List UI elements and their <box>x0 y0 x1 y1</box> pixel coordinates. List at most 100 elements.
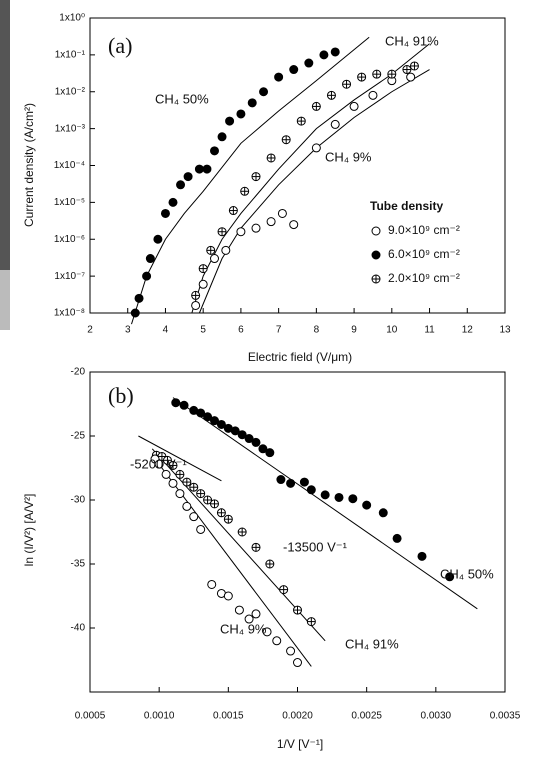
point-shape <box>251 609 261 619</box>
point <box>311 143 321 153</box>
point <box>191 300 201 310</box>
fit-line <box>138 435 222 482</box>
point <box>258 444 268 454</box>
point <box>175 489 185 499</box>
point-shape <box>223 591 233 601</box>
point-shape <box>319 50 329 60</box>
point <box>183 172 193 182</box>
point-shape <box>392 533 402 543</box>
annotation: (a) <box>108 33 132 58</box>
point <box>342 79 352 89</box>
point <box>196 489 206 499</box>
point <box>262 627 272 637</box>
cropped-photo <box>0 0 10 270</box>
annotation: (b) <box>108 383 134 408</box>
x-tick-label: 0.0030 <box>421 711 452 722</box>
cropped-photo <box>0 270 10 330</box>
point-shape <box>330 119 340 129</box>
point <box>168 460 178 470</box>
point-shape <box>153 234 163 244</box>
y-tick-label: 1x10⁻¹ <box>55 50 86 61</box>
point <box>265 448 275 458</box>
point <box>378 508 388 518</box>
legend-title: Tube density <box>370 199 443 213</box>
legend-marker <box>371 226 381 236</box>
point-shape <box>168 197 178 207</box>
point <box>198 279 208 289</box>
point <box>265 559 275 569</box>
point <box>362 500 372 510</box>
point-shape <box>225 116 235 126</box>
point <box>247 98 257 108</box>
point-shape <box>299 477 309 487</box>
point <box>134 293 144 303</box>
annotation: CH₄ 9% <box>220 621 267 636</box>
point <box>182 501 192 511</box>
point <box>217 132 227 142</box>
point <box>402 65 412 75</box>
point-shape <box>286 646 296 656</box>
point-shape <box>293 658 302 668</box>
point <box>281 135 291 145</box>
point-shape <box>203 412 213 422</box>
point <box>296 116 306 126</box>
point-shape <box>130 308 140 318</box>
point-shape <box>210 254 219 264</box>
point <box>392 533 402 543</box>
point <box>409 61 419 71</box>
x-tick-label: 11 <box>424 325 435 336</box>
point <box>266 153 276 163</box>
point-shape <box>182 501 192 511</box>
point-shape <box>176 180 186 190</box>
point <box>153 234 163 244</box>
point <box>189 482 199 492</box>
x-tick-label: 3 <box>125 325 131 336</box>
x-tick-label: 2 <box>87 325 93 336</box>
x-axis-label: Electric field (V/μm) <box>248 350 352 364</box>
legend-marker-shape <box>371 250 381 260</box>
point-shape <box>217 132 227 142</box>
point-shape <box>247 98 257 108</box>
point-shape <box>179 400 189 410</box>
point <box>304 58 314 68</box>
point <box>210 146 219 156</box>
point <box>266 217 276 227</box>
point-shape <box>378 508 388 518</box>
point <box>251 437 261 447</box>
point <box>179 400 189 410</box>
point <box>203 412 213 422</box>
point <box>162 455 172 465</box>
point <box>223 514 233 524</box>
point <box>274 72 284 82</box>
legend-marker <box>371 274 381 284</box>
point-shape <box>262 627 272 637</box>
point-shape <box>368 90 378 100</box>
point <box>202 164 212 174</box>
point <box>217 227 227 237</box>
point-shape <box>171 398 181 408</box>
x-tick-label: 0.0025 <box>351 711 382 722</box>
y-tick-label: -25 <box>71 431 86 442</box>
point-shape <box>160 208 170 218</box>
point-shape <box>289 65 299 75</box>
point <box>189 512 199 522</box>
point <box>160 208 170 218</box>
point <box>330 47 340 57</box>
point <box>251 609 261 619</box>
point <box>228 206 238 216</box>
x-tick-label: 5 <box>200 325 206 336</box>
x-tick-label: 12 <box>462 325 474 336</box>
point <box>368 90 378 100</box>
point <box>306 617 316 627</box>
point <box>145 254 155 264</box>
plot-frame <box>89 17 506 314</box>
point-shape <box>274 72 284 82</box>
point <box>168 197 178 207</box>
point <box>236 227 246 237</box>
y-tick-label: 1x10⁻³ <box>55 123 86 134</box>
point <box>234 605 244 615</box>
y-axis-label: Current density (A/cm²) <box>22 103 36 227</box>
point <box>154 459 164 469</box>
y-tick-label: -20 <box>71 367 86 378</box>
point <box>237 430 247 440</box>
